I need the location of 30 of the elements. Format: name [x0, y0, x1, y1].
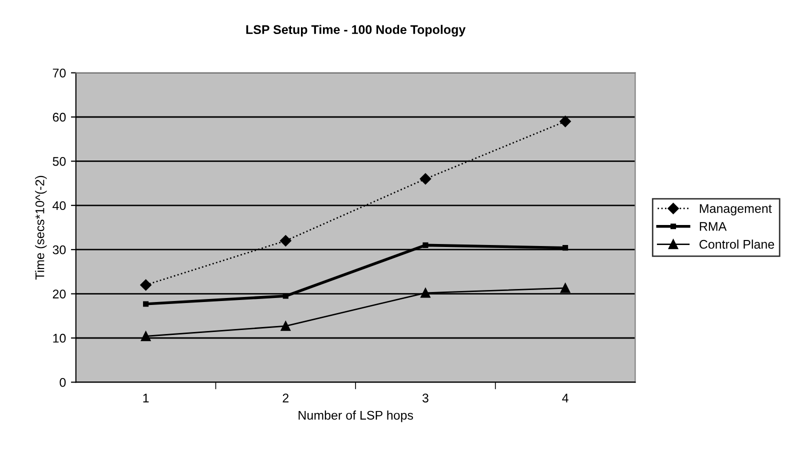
- y-axis-title: Time (secs*10^(-2): [35, 176, 47, 280]
- point: [140, 331, 151, 342]
- y-tick-label: 50: [52, 157, 66, 166]
- point: [560, 283, 570, 293]
- x-tick-label: 2: [282, 394, 288, 402]
- point: [143, 301, 149, 307]
- x-tick-label: 3: [422, 394, 428, 402]
- legend-label: Management: [700, 204, 772, 216]
- y-tick-label: 30: [52, 245, 66, 254]
- x-tick-label: 4: [562, 394, 568, 402]
- y-tick-label: 10: [53, 334, 66, 343]
- point: [282, 293, 288, 299]
- point: [420, 173, 432, 184]
- y-tick-label: 20: [52, 290, 66, 298]
- legend-label: Control Plane: [700, 240, 774, 249]
- point: [422, 242, 428, 248]
- point: [140, 279, 152, 291]
- y-tick-label: 40: [52, 201, 66, 210]
- point: [562, 245, 568, 251]
- point: [280, 321, 291, 331]
- legend-label: RMA: [700, 222, 727, 231]
- y-tick-label: 70: [52, 68, 66, 78]
- y-tick-label: 60: [52, 112, 66, 122]
- x-axis-title: Number of LSP hops: [298, 410, 414, 422]
- point: [560, 116, 571, 128]
- x-tick-label: 1: [143, 394, 149, 402]
- y-tick-label: 0: [60, 378, 66, 387]
- point: [420, 288, 430, 298]
- point: [280, 235, 292, 246]
- chart-title: LSP Setup Time - 100 Node Topology: [246, 24, 466, 37]
